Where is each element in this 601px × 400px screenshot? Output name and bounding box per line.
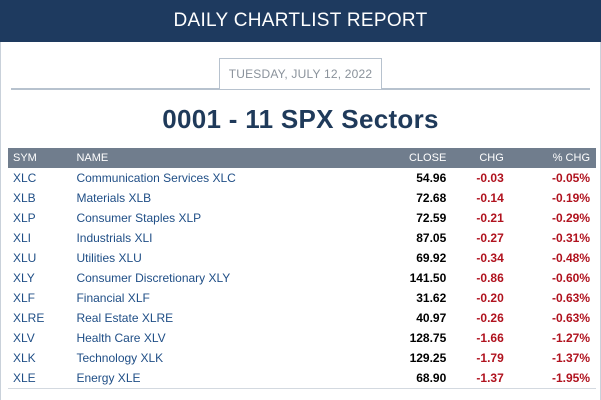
cell-pct-chg: -1.37% <box>551 351 590 365</box>
cell-name[interactable]: Materials XLB <box>76 191 152 205</box>
chartlist-title: 0001 - 11 SPX Sectors <box>162 104 439 134</box>
table-row[interactable]: XLU Utilities XLU 69.92 -0.34 -0.48% <box>8 248 596 268</box>
cell-chg: -0.14 <box>476 191 504 205</box>
cell-name[interactable]: Technology XLK <box>76 351 164 365</box>
cell-symbol[interactable]: XLP <box>13 211 36 225</box>
cell-close: 72.59 <box>416 211 447 225</box>
column-header-chg[interactable]: CHG <box>479 152 504 164</box>
cell-symbol[interactable]: XLE <box>8 368 77 389</box>
cell-chg: -0.21 <box>476 211 504 225</box>
cell-symbol[interactable]: XLU <box>13 251 37 265</box>
sector-table: SYM NAME CLOSE CHG % CHG XLC Communicati… <box>8 148 596 389</box>
cell-chg: -0.27 <box>476 231 504 245</box>
cell-chg: -0.26 <box>476 311 504 325</box>
cell-chg: -0.20 <box>476 291 504 305</box>
cell-close: 69.92 <box>416 251 447 265</box>
cell-close: 128.75 <box>409 331 447 345</box>
cell-name[interactable]: Real Estate XLRE <box>76 311 174 325</box>
cell-chg: -1.79 <box>476 351 504 365</box>
cell-close: 31.62 <box>416 291 447 305</box>
table-row[interactable]: XLE Energy XLE 68.90 -1.37 -1.95% <box>8 368 596 389</box>
cell-chg: -0.34 <box>476 251 504 265</box>
cell-chg: -1.37 <box>446 368 504 389</box>
cell-chg: -0.86 <box>476 271 504 285</box>
cell-name[interactable]: Health Care XLV <box>76 331 166 345</box>
table-row[interactable]: XLV Health Care XLV 128.75 -1.66 -1.27% <box>8 328 596 348</box>
table-row[interactable]: XLC Communication Services XLC 54.96 -0.… <box>8 168 596 188</box>
cell-name[interactable]: Consumer Staples XLP <box>76 211 202 225</box>
column-header-pct-chg[interactable]: % CHG <box>552 152 590 164</box>
report-date: TUESDAY, JULY 12, 2022 <box>219 58 382 89</box>
report-header: DAILY CHARTLIST REPORT <box>0 0 601 42</box>
column-header-sym[interactable]: SYM <box>13 152 37 164</box>
cell-chg: -0.03 <box>476 171 504 185</box>
cell-pct-chg: -0.31% <box>551 231 590 245</box>
cell-symbol[interactable]: XLI <box>13 231 32 245</box>
cell-pct-chg: -0.63% <box>551 311 590 325</box>
cell-pct-chg: -1.95% <box>503 368 596 389</box>
cell-close: 129.25 <box>409 351 447 365</box>
report-date-label: TUESDAY, JULY 12, 2022 <box>228 67 373 81</box>
cell-name[interactable]: Energy XLE <box>76 368 373 389</box>
cell-name[interactable]: Consumer Discretionary XLY <box>76 271 231 285</box>
cell-pct-chg: -0.63% <box>551 291 590 305</box>
cell-pct-chg: -0.05% <box>551 171 590 185</box>
cell-symbol[interactable]: XLB <box>13 191 36 205</box>
cell-close: 87.05 <box>416 231 447 245</box>
cell-symbol[interactable]: XLF <box>13 291 36 305</box>
cell-close: 68.90 <box>372 368 447 389</box>
cell-close: 54.96 <box>416 171 447 185</box>
cell-name[interactable]: Utilities XLU <box>76 251 142 265</box>
cell-pct-chg: -0.19% <box>551 191 590 205</box>
report-content: TUESDAY, JULY 12, 2022 0001 - 11 SPX Sec… <box>0 42 601 400</box>
table-header-row: SYM NAME CLOSE CHG % CHG <box>8 148 596 168</box>
table-row[interactable]: XLB Materials XLB 72.68 -0.14 -0.19% <box>8 188 596 208</box>
sector-table-wrapper: SYM NAME CLOSE CHG % CHG XLC Communicati… <box>8 148 596 389</box>
cell-symbol[interactable]: XLY <box>13 271 35 285</box>
cell-name[interactable]: Financial XLF <box>76 291 150 305</box>
cell-close: 141.50 <box>409 271 447 285</box>
cell-pct-chg: -0.60% <box>551 271 590 285</box>
report-header-title: DAILY CHARTLIST REPORT <box>173 10 428 31</box>
date-divider <box>11 88 590 90</box>
cell-symbol[interactable]: XLK <box>13 351 36 365</box>
column-header-name[interactable]: NAME <box>76 152 109 164</box>
cell-name[interactable]: Industrials XLI <box>76 231 153 245</box>
cell-close: 40.97 <box>416 311 447 325</box>
cell-symbol[interactable]: XLRE <box>13 311 45 325</box>
cell-chg: -1.66 <box>476 331 504 345</box>
cell-symbol[interactable]: XLC <box>13 171 37 185</box>
column-header-close[interactable]: CLOSE <box>408 152 447 164</box>
table-row[interactable]: XLRE Real Estate XLRE 40.97 -0.26 -0.63% <box>8 308 596 328</box>
cell-close: 72.68 <box>416 191 447 205</box>
table-row[interactable]: XLF Financial XLF 31.62 -0.20 -0.63% <box>8 288 596 308</box>
table-row[interactable]: XLP Consumer Staples XLP 72.59 -0.21 -0.… <box>8 208 596 228</box>
cell-name[interactable]: Communication Services XLC <box>76 171 236 185</box>
date-section: TUESDAY, JULY 12, 2022 <box>0 42 601 90</box>
cell-pct-chg: -0.48% <box>551 251 590 265</box>
cell-symbol[interactable]: XLV <box>13 331 35 345</box>
table-row[interactable]: XLK Technology XLK 129.25 -1.79 -1.37% <box>8 348 596 368</box>
table-row[interactable]: XLY Consumer Discretionary XLY 141.50 -0… <box>8 268 596 288</box>
cell-pct-chg: -0.29% <box>551 211 590 225</box>
table-row[interactable]: XLI Industrials XLI 87.05 -0.27 -0.31% <box>8 228 596 248</box>
cell-pct-chg: -1.27% <box>551 331 590 345</box>
